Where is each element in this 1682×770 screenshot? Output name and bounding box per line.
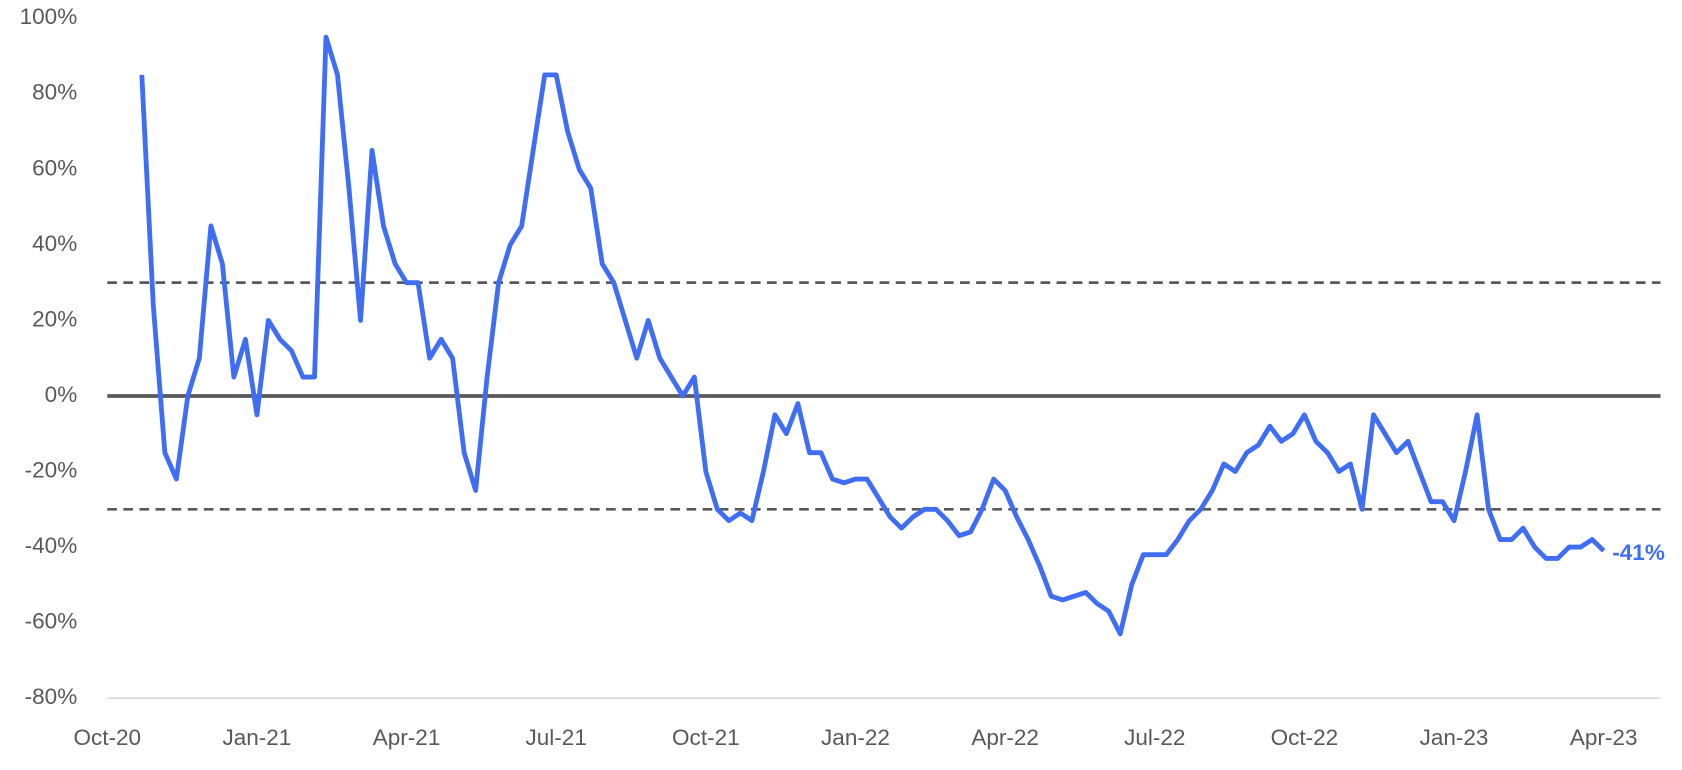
y-tick-label: 80% xyxy=(32,80,77,105)
y-tick-label: -40% xyxy=(25,533,78,558)
x-tick-label: Apr-21 xyxy=(373,725,441,750)
x-tick-label: Jul-22 xyxy=(1124,725,1185,750)
x-tick-label: Jan-21 xyxy=(222,725,291,750)
y-tick-label: -80% xyxy=(25,684,78,709)
x-tick-label: Apr-22 xyxy=(971,725,1039,750)
x-tick-label: Apr-23 xyxy=(1570,725,1638,750)
x-tick-label: Jan-23 xyxy=(1420,725,1489,750)
y-tick-label: 20% xyxy=(32,306,77,331)
end-label: -41% xyxy=(1612,540,1665,565)
x-tick-label: Jan-22 xyxy=(821,725,890,750)
x-tick-label: Oct-20 xyxy=(73,725,141,750)
x-tick-label: Jul-21 xyxy=(526,725,587,750)
series-line xyxy=(139,34,1606,637)
y-tick-label: -60% xyxy=(25,609,78,634)
y-tick-label: 40% xyxy=(32,231,77,256)
x-tick-label: Oct-22 xyxy=(1271,725,1339,750)
y-tick-label: 60% xyxy=(32,155,77,180)
y-tick-label: 0% xyxy=(45,382,78,407)
x-tick-label: Oct-21 xyxy=(672,725,740,750)
y-tick-label: 100% xyxy=(20,4,78,29)
y-tick-label: -20% xyxy=(25,457,78,482)
